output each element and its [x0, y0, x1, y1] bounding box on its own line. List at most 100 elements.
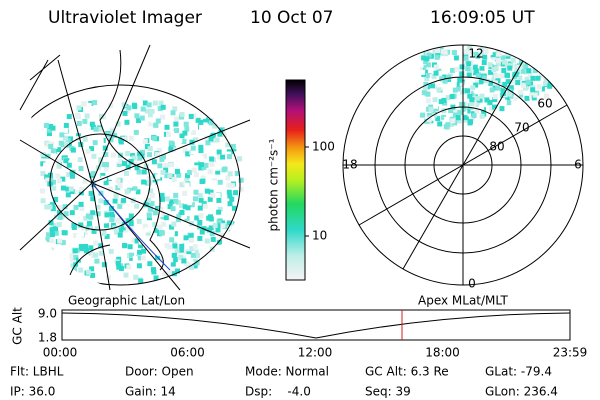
image-pixel: [64, 141, 70, 147]
image-pixel: [148, 188, 154, 194]
image-pixel: [197, 235, 203, 241]
image-pixel: [73, 233, 79, 239]
image-pixel: [131, 155, 137, 161]
image-pixel: [133, 129, 139, 135]
image-pixel: [141, 179, 147, 185]
image-pixel: [210, 192, 216, 198]
map-grid: [19, 44, 251, 291]
image-pixel: [202, 203, 208, 209]
image-pixel: [84, 113, 90, 119]
image-pixel: [56, 222, 62, 228]
image-pixel: [490, 55, 496, 61]
image-pixel: [197, 205, 203, 211]
image-pixel: [430, 83, 436, 89]
status-field: Mode: Normal: [245, 365, 329, 379]
image-pixel: [173, 121, 179, 127]
image-pixel: [509, 45, 515, 51]
image-pixel: [462, 109, 468, 115]
image-pixel: [533, 62, 539, 68]
image-pixel: [524, 76, 530, 82]
image-pixel: [134, 238, 140, 244]
image-pixel: [63, 211, 69, 217]
image-pixel: [90, 171, 96, 177]
image-pixel: [107, 186, 113, 192]
image-pixel: [514, 91, 520, 97]
image-pixel: [520, 48, 526, 54]
image-pixel: [176, 212, 182, 218]
image-pixel: [489, 73, 495, 79]
status-field: Dsp: -4.0: [245, 385, 311, 399]
image-pixel: [125, 151, 131, 157]
image-pixel: [55, 173, 61, 179]
image-pixel: [530, 75, 536, 81]
image-pixel: [75, 112, 81, 118]
image-pixel: [433, 106, 439, 112]
image-pixel: [123, 237, 129, 243]
image-pixel: [229, 196, 235, 202]
image-pixel: [529, 49, 535, 55]
timeline-box: [61, 309, 571, 341]
image-pixel: [431, 112, 437, 118]
x-label: 00:00: [43, 346, 78, 360]
image-pixel: [238, 177, 244, 183]
image-pixel: [138, 243, 144, 249]
image-pixel: [481, 75, 487, 81]
image-pixel: [44, 204, 50, 210]
image-pixel: [542, 70, 548, 76]
image-pixel: [424, 118, 430, 124]
image-pixel: [178, 254, 184, 260]
image-pixel: [226, 231, 232, 237]
image-pixel: [40, 171, 46, 177]
image-pixel: [66, 142, 72, 148]
image-pixel: [190, 149, 196, 155]
image-pixel: [158, 100, 164, 106]
image-pixel: [103, 180, 109, 186]
image-pixel: [185, 262, 191, 268]
image-pixel: [504, 62, 510, 68]
image-pixel: [201, 201, 207, 207]
image-pixel: [467, 93, 473, 99]
image-pixel: [462, 88, 468, 94]
status-field: GLat: -79.4: [485, 365, 552, 379]
image-pixel: [541, 56, 547, 62]
image-pixel: [167, 270, 173, 276]
image-pixel: [231, 149, 237, 155]
image-pixel: [539, 62, 545, 68]
image-pixel: [90, 196, 96, 202]
image-pixel: [140, 149, 146, 155]
image-pixel: [170, 261, 176, 267]
image-pixel: [170, 217, 176, 223]
image-pixel: [515, 80, 521, 86]
image-pixel: [168, 146, 174, 152]
image-pixel: [117, 203, 123, 209]
image-pixel: [422, 85, 428, 91]
image-pixel: [544, 87, 550, 93]
map-image: [40, 100, 245, 284]
image-pixel: [117, 232, 123, 238]
image-pixel: [133, 274, 139, 280]
image-pixel: [483, 78, 489, 84]
image-pixel: [544, 61, 550, 67]
image-pixel: [199, 125, 205, 131]
image-pixel: [216, 209, 222, 215]
image-pixel: [136, 218, 142, 224]
image-pixel: [53, 226, 59, 232]
image-pixel: [431, 73, 437, 79]
image-pixel: [190, 182, 196, 188]
image-pixel: [445, 95, 451, 101]
x-label: 12:00: [298, 346, 333, 360]
image-pixel: [166, 218, 172, 224]
image-pixel: [169, 237, 175, 243]
image-pixel: [449, 67, 455, 73]
image-pixel: [98, 243, 104, 249]
image-pixel: [43, 123, 49, 129]
image-pixel: [434, 91, 440, 97]
status-field: Gain: 14: [125, 385, 176, 399]
image-pixel: [144, 144, 150, 150]
image-pixel: [197, 193, 203, 199]
image-pixel: [163, 259, 169, 265]
image-pixel: [185, 151, 191, 157]
image-pixel: [200, 175, 206, 181]
image-pixel: [459, 102, 465, 108]
image-pixel: [543, 55, 549, 61]
